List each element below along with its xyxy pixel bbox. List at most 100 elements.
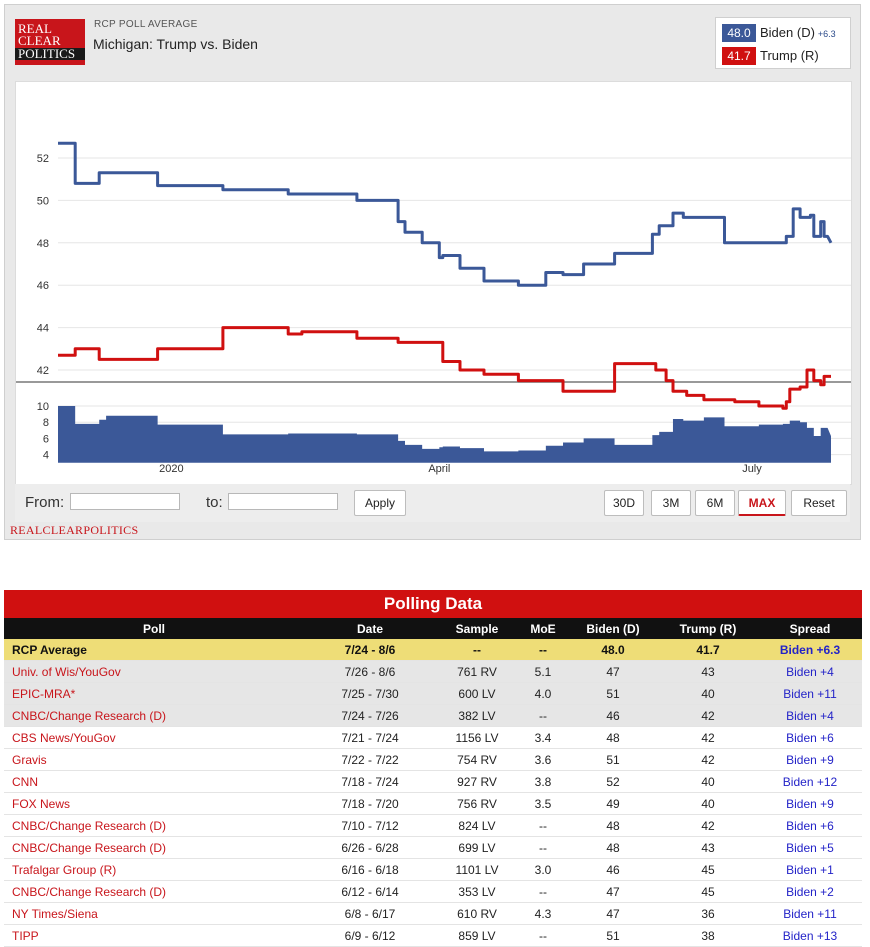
spread-cell: Biden +11 (758, 902, 862, 925)
table-row: Univ. of Wis/YouGov 7/26 - 8/6 761 RV 5.1 47… (4, 660, 862, 683)
table-cell: 610 RV (436, 902, 518, 925)
table-cell: 38 (658, 924, 758, 947)
y-tick-label: 48 (37, 238, 49, 250)
table-row: EPIC-MRA* 7/25 - 7/30 600 LV 4.0 51 40 Biden +… (4, 682, 862, 705)
y-tick-label: 42 (37, 365, 49, 377)
table-row: CNBC/Change Research (D) 6/12 - 6/14 353 L… (4, 880, 862, 903)
spread-y-tick-label: 4 (43, 450, 49, 462)
table-cell: 353 LV (436, 880, 518, 903)
poll-name-link[interactable]: NY Times/Siena (4, 902, 304, 925)
table-cell: 41.7 (658, 639, 758, 661)
spread-cell: Biden +13 (758, 924, 862, 947)
table-cell: 7/25 - 7/30 (304, 682, 436, 705)
table-row: CNBC/Change Research (D) 6/26 - 6/28 699 L… (4, 836, 862, 859)
table-cell: 47 (568, 902, 658, 925)
poll-name-link[interactable]: CNBC/Change Research (D) (4, 814, 304, 837)
table-cell: 47 (568, 660, 658, 683)
spread-cell: Biden +4 (758, 660, 862, 683)
legend-value-biden: 48.0 (722, 24, 756, 42)
spread-cell: Biden +6 (758, 726, 862, 749)
reset-button[interactable]: Reset (791, 490, 847, 516)
spread-cell: Biden +4 (758, 704, 862, 727)
poll-name-link[interactable]: CNBC/Change Research (D) (4, 704, 304, 727)
table-body: RCP Average 7/24 - 8/6 -- -- 48.0 41.7 Biden +… (4, 639, 862, 947)
poll-name-link[interactable]: Gravis (4, 748, 304, 771)
spread-y-tick-label: 10 (37, 401, 49, 413)
from-date-input[interactable] (70, 493, 180, 510)
from-label: From: (25, 494, 65, 511)
poll-name-link[interactable]: FOX News (4, 792, 304, 815)
table-cell: 7/10 - 7/12 (304, 814, 436, 837)
table-row: TIPP 6/9 - 6/12 859 LV -- 51 38 Biden +13 (4, 924, 862, 947)
logo-line-3: POLITICS (15, 47, 85, 60)
table-cell: 40 (658, 770, 758, 793)
table-cell: 927 RV (436, 770, 518, 793)
table-cell: 40 (658, 682, 758, 705)
range-3m-button[interactable]: 3M (651, 490, 691, 516)
biden-series-line (58, 141, 833, 287)
column-header: Poll (4, 618, 304, 639)
poll-name-link[interactable]: Trafalgar Group (R) (4, 858, 304, 881)
spread-area (58, 406, 831, 463)
poll-name-link[interactable]: EPIC-MRA* (4, 682, 304, 705)
table-cell: 754 RV (436, 748, 518, 771)
spread-cell: Biden +11 (758, 682, 862, 705)
column-header: Spread (758, 618, 862, 639)
rcp-logo[interactable]: REAL CLEAR POLITICS (15, 19, 85, 65)
table-cell: 6/8 - 6/17 (304, 902, 436, 925)
polling-data-title: Polling Data (4, 590, 862, 618)
poll-name-link[interactable]: CNBC/Change Research (D) (4, 880, 304, 903)
rcp-chart-widget: REAL CLEAR POLITICS RCP POLL AVERAGE Mic… (4, 4, 861, 540)
table-row: CNN 7/18 - 7/24 927 RV 3.8 52 40 Biden +12 (4, 770, 862, 793)
table-cell: 51 (568, 748, 658, 771)
table-cell: 600 LV (436, 682, 518, 705)
poll-name-link[interactable]: TIPP (4, 924, 304, 947)
table-row: FOX News 7/18 - 7/20 756 RV 3.5 49 40 Biden +9 (4, 792, 862, 815)
legend-spread: +6.3 (817, 29, 836, 39)
x-tick-label: 2020 (159, 463, 183, 475)
range-6m-button[interactable]: 6M (695, 490, 735, 516)
table-cell: 382 LV (436, 704, 518, 727)
legend-value-trump: 41.7 (722, 47, 756, 65)
table-row: Trafalgar Group (R) 6/16 - 6/18 1101 LV 3.0… (4, 858, 862, 881)
poll-name-link[interactable]: CBS News/YouGov (4, 726, 304, 749)
apply-button[interactable]: Apply (354, 490, 406, 516)
table-cell: 49 (568, 792, 658, 815)
table-cell: 45 (658, 880, 758, 903)
table-cell: -- (518, 836, 568, 859)
table-cell: 48.0 (568, 639, 658, 661)
poll-name-link[interactable]: CNBC/Change Research (D) (4, 836, 304, 859)
table-cell: 6/12 - 6/14 (304, 880, 436, 903)
legend-item-trump: 41.7 Trump (R) (722, 47, 819, 65)
footer-brand-link[interactable]: REALCLEARPOLITICS (10, 523, 139, 537)
poll-name-link: RCP Average (4, 639, 304, 661)
table-cell: 824 LV (436, 814, 518, 837)
table-cell: 3.8 (518, 770, 568, 793)
table-cell: 46 (568, 858, 658, 881)
poll-name-link[interactable]: CNN (4, 770, 304, 793)
table-cell: 3.5 (518, 792, 568, 815)
logo-line-2: CLEAR (18, 33, 61, 48)
trump-series-line (58, 326, 831, 410)
to-date-input[interactable] (228, 493, 338, 510)
y-tick-label: 46 (37, 280, 49, 292)
table-cell: -- (518, 880, 568, 903)
table-cell: 43 (658, 660, 758, 683)
table-cell: 52 (568, 770, 658, 793)
poll-name-link[interactable]: Univ. of Wis/YouGov (4, 660, 304, 683)
table-cell: 36 (658, 902, 758, 925)
table-cell: 699 LV (436, 836, 518, 859)
legend-label-biden: Biden (D) (760, 25, 815, 40)
range-30d-button[interactable]: 30D (604, 490, 644, 516)
table-cell: 6/26 - 6/28 (304, 836, 436, 859)
table-cell: 46 (568, 704, 658, 727)
table-row: CBS News/YouGov 7/21 - 7/24 1156 LV 3.4 48 42… (4, 726, 862, 749)
logo-line-1: REAL (18, 21, 52, 36)
table-cell: 756 RV (436, 792, 518, 815)
table-cell: -- (518, 814, 568, 837)
legend-item-biden: 48.0 Biden (D) +6.3 (722, 24, 836, 42)
range-max-button[interactable]: MAX (738, 490, 786, 516)
table-cell: 51 (568, 682, 658, 705)
column-header: MoE (518, 618, 568, 639)
